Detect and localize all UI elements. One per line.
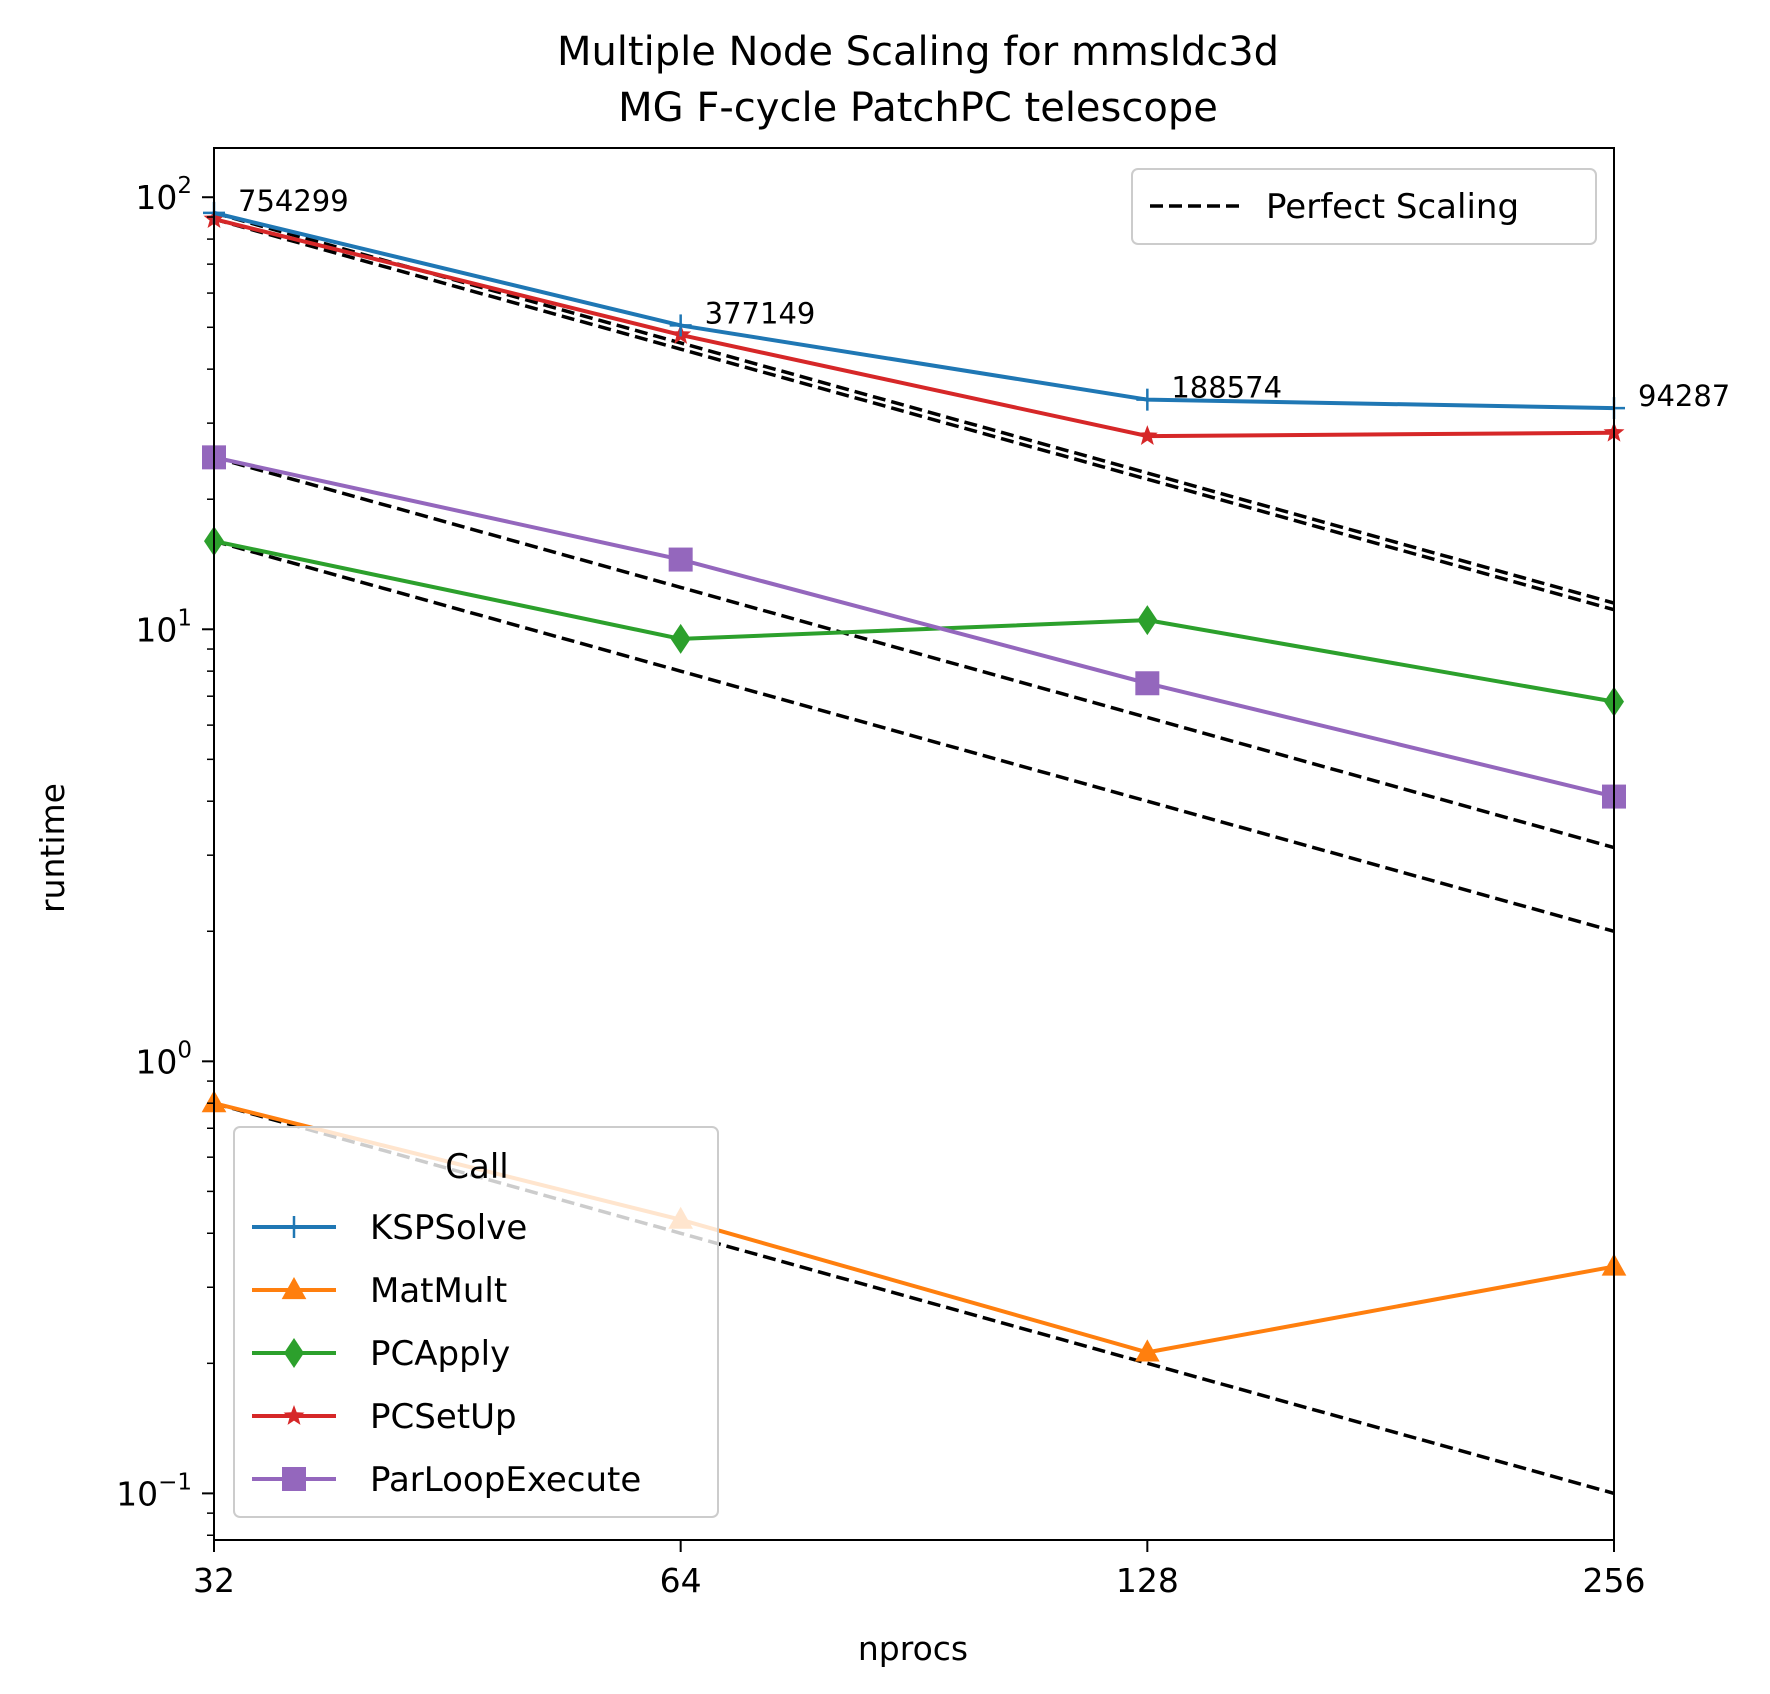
y-tick-label: 102 (135, 173, 192, 217)
axes: 32 64 128 256 10−1 100 101 102 (116, 147, 1646, 1600)
pcapply-point-64 (670, 623, 691, 654)
legend-swatch-marker (283, 1405, 305, 1425)
legend-swatch-marker (284, 1338, 304, 1368)
legend-title: Call (445, 1147, 508, 1187)
x-axis-label: nprocs (858, 1629, 968, 1668)
y-tick-label: 100 (135, 1037, 192, 1081)
kspsolve-point-128 (1136, 388, 1159, 411)
legend-label-pcapply: PCApply (370, 1334, 510, 1374)
legend-item-pcapply: PCApply (252, 1334, 510, 1374)
perfect-legend-label: Perfect Scaling (1266, 187, 1519, 227)
legend-label-kspsolve: KSPSolve (370, 1208, 527, 1248)
annotation-754299: 754299 (238, 184, 349, 218)
legend-item-parloopexecute: ParLoopExecute (252, 1460, 641, 1500)
matmult-point-128 (1134, 1339, 1160, 1362)
legend-label-matmult: MatMult (370, 1271, 507, 1311)
series-parloopexecute (202, 445, 1626, 809)
y-tick-label: 10−1 (116, 1469, 192, 1513)
annotation-188574: 188574 (1171, 371, 1282, 405)
parloopexecute-point-64 (668, 547, 693, 572)
perfect-scaling-legend: Perfect Scaling (1131, 168, 1597, 245)
legend-label-pcsetup: PCSetUp (370, 1397, 517, 1437)
y-axis-label: runtime (33, 783, 72, 913)
legend-swatch-marker (281, 1277, 307, 1300)
perfect-scaling-lines (213, 211, 1615, 1496)
annotations: 754299 377149 188574 94287 (238, 184, 1730, 413)
parloopexecute-line (213, 455, 1615, 799)
series-lines (201, 201, 1627, 1362)
pcapply-point-128 (1137, 605, 1158, 636)
perfect-scaling-line-5 (213, 1101, 1615, 1496)
kspsolve-point-64 (669, 314, 692, 337)
y-tick-label: 101 (135, 605, 192, 649)
legend-swatch-marker (283, 1216, 305, 1238)
x-tick-label-256: 256 (1583, 1561, 1646, 1600)
chart-title-line2: MG F-cycle PatchPC telescope (618, 85, 1218, 131)
perfect-scaling-line-1 (213, 211, 1615, 605)
pcsetup-line (213, 217, 1615, 439)
perfect-legend-box (1131, 168, 1597, 245)
legend-item-pcsetup: PCSetUp (252, 1397, 517, 1437)
plot-frame (213, 147, 1615, 1541)
perfect-scaling-line-2 (213, 217, 1615, 612)
legend-item-kspsolve: KSPSolve (252, 1208, 527, 1248)
x-tick-label-128: 128 (1116, 1561, 1179, 1600)
annotation-94287: 94287 (1638, 379, 1730, 413)
pcsetup-point-128 (1136, 425, 1158, 445)
legend-item-matmult: MatMult (252, 1271, 507, 1311)
legend-label-parloopexecute: ParLoopExecute (370, 1460, 641, 1500)
perfect-scaling-line-3 (213, 455, 1615, 850)
parloopexecute-point-128 (1135, 671, 1160, 696)
legend-box (233, 1126, 719, 1518)
kspsolve-line (213, 210, 1615, 411)
x-tick-label-32: 32 (193, 1561, 235, 1600)
pcapply-line (213, 539, 1615, 704)
annotation-377149: 377149 (705, 296, 816, 330)
call-legend: Call KSPSolve MatMult PCApply PCSetUp ParLoop… (233, 1126, 719, 1518)
chart-title-line1: Multiple Node Scaling for mmsldc3d (557, 29, 1279, 75)
x-tick-label-64: 64 (660, 1561, 702, 1600)
perfect-scaling-line-4 (213, 539, 1615, 933)
legend-swatch-marker (282, 1467, 306, 1491)
